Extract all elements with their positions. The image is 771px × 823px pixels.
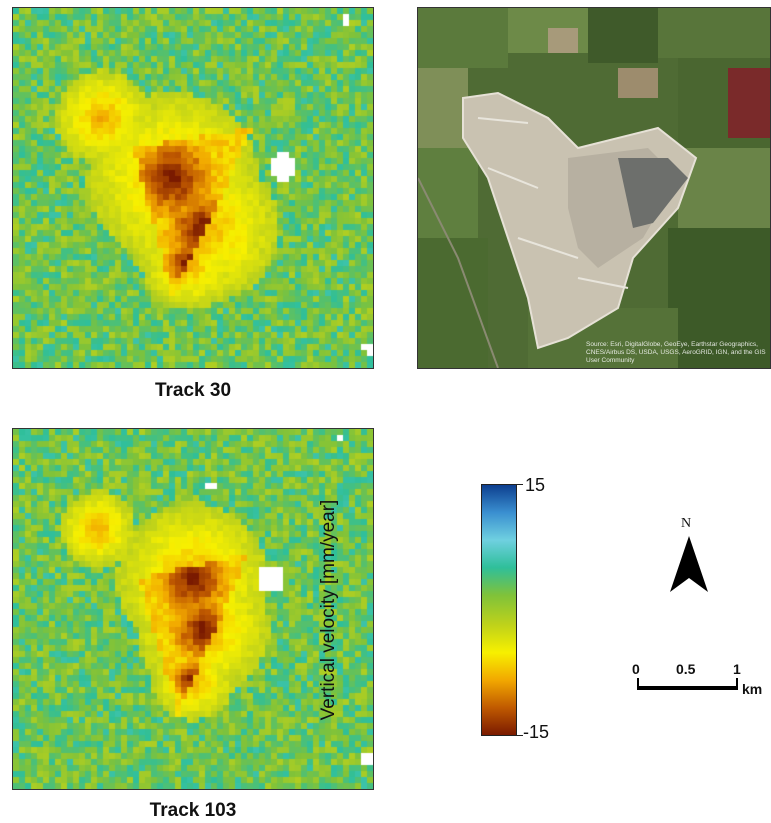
- colorbar-max-label: 15: [525, 475, 546, 495]
- caption-track-30: Track 30: [154, 380, 232, 401]
- aerial-image: Source: Esri, DigitalGlobe, GeoEye, Eart…: [417, 7, 771, 369]
- aerial-photo: [418, 8, 770, 368]
- colorbar-tick-max: [515, 484, 523, 485]
- north-arrow-icon: [670, 536, 708, 592]
- colorbar-min-label: -15: [523, 722, 550, 742]
- quarry-dark-bench: [618, 158, 688, 228]
- field-patches: [418, 8, 770, 368]
- velocity-map-track-103: [12, 428, 374, 790]
- velocity-map-track-30: [12, 7, 374, 369]
- north-label: N: [681, 516, 692, 531]
- scalebar-tick-end: [736, 678, 738, 688]
- colorbar-title: Vertical velocity [mm/year]: [318, 499, 339, 721]
- scalebar-label-1: 1: [733, 661, 741, 677]
- map-attribution: Source: Esri, DigitalGlobe, GeoEye, Eart…: [586, 341, 766, 364]
- scalebar-label-half: 0.5: [676, 661, 696, 677]
- scalebar-unit: km: [742, 681, 763, 697]
- velocity-raster-track-103: [13, 429, 373, 789]
- scalebar-label-0: 0: [632, 661, 640, 677]
- caption-track-103: Track 103: [149, 800, 237, 821]
- velocity-raster-track-30: [13, 8, 373, 368]
- colorbar-tick-min: [515, 735, 523, 736]
- velocity-colorbar: [481, 484, 517, 736]
- scalebar-tick-start: [637, 678, 639, 688]
- scalebar-line: [637, 686, 738, 690]
